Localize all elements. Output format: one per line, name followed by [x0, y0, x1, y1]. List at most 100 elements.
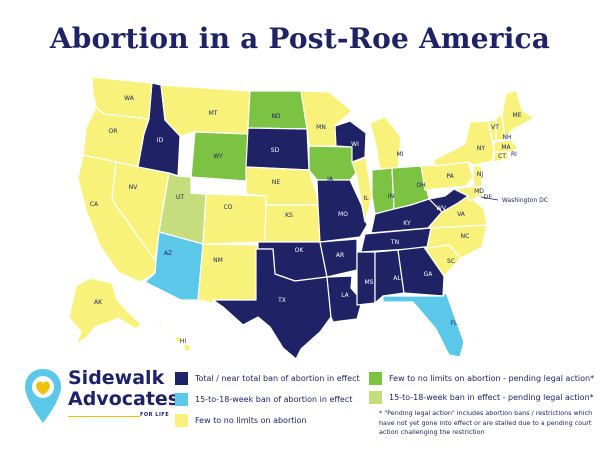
state-label-az: AZ [164, 250, 172, 257]
state-label-de: DE [484, 194, 493, 201]
state-ia [308, 145, 357, 181]
state-label-or: OR [109, 128, 118, 135]
state-label-nj: NJ [477, 171, 483, 178]
state-label-ky: KY [403, 220, 411, 227]
state-label-sd: SD [271, 147, 280, 154]
state-label-ks: KS [285, 212, 293, 219]
state-fl [382, 291, 465, 358]
state-label-mn: MN [316, 124, 326, 131]
state-ga [397, 246, 445, 297]
state-me [501, 89, 535, 140]
dc-leader-line [480, 196, 499, 201]
state-label-ne: NE [272, 179, 280, 186]
legend-item-few-limits-pending: Few to no limits on abortion - pending l… [369, 371, 594, 385]
labels-layer: WA OR CA NV ID MT WY UT AZ CO NM ND SD NE KS OK TX MN IA MO… [90, 95, 522, 345]
sidewalk-advocates-logo: Sidewalk Advocates FOR LIFE [22, 367, 179, 429]
state-label-mt: MT [209, 110, 218, 117]
state-label-hi: HI [180, 338, 187, 345]
states-layer [68, 76, 535, 360]
state-ri [502, 151, 509, 161]
legend-label-total-ban: Total / near total ban of abortion in ef… [195, 373, 360, 383]
legend-swatch-week-ban-pending [369, 390, 382, 404]
state-hi [157, 320, 192, 353]
logo-line2: Advocates [68, 388, 180, 410]
state-ma [493, 139, 519, 153]
state-label-ia: IA [327, 176, 334, 183]
state-label-oh: OH [416, 182, 425, 189]
state-label-mi: MI [397, 151, 404, 158]
state-label-nv: NV [129, 184, 138, 191]
legend-swatch-total-ban [175, 371, 188, 385]
legend-label-few-limits: Few to no limits on abortion [195, 415, 307, 425]
state-label-nc: NC [461, 233, 470, 240]
state-nm [197, 243, 259, 304]
state-label-ms: MS [365, 279, 374, 286]
state-label-md: MD [474, 188, 484, 195]
state-mo [316, 179, 368, 243]
state-label-fl: FL [451, 320, 458, 327]
legend-label-few-limits-pending: Few to no limits on abortion - pending l… [389, 373, 595, 383]
state-label-vt: VT [491, 124, 499, 131]
state-label-nm: NM [213, 257, 223, 264]
legend-item-total-ban: Total / near total ban of abortion in ef… [175, 371, 360, 385]
state-nd [247, 90, 308, 130]
footnote: * "Pending legal action" includes aborti… [379, 409, 593, 436]
state-co [202, 193, 267, 245]
legend-item-week-ban-pending: 15-to-18-week ban in effect - pending le… [369, 390, 594, 404]
logo-line1: Sidewalk [68, 367, 165, 389]
logo-rule [68, 416, 140, 417]
legend-item-few-limits: Few to no limits on abortion [175, 413, 307, 427]
state-la [326, 275, 363, 323]
state-label-ct: CT [498, 153, 506, 160]
state-label-pa: PA [446, 173, 454, 180]
state-label-il: IL [363, 195, 369, 202]
state-label-wv: WV [436, 205, 447, 212]
legend-swatch-few-limits [175, 413, 188, 427]
state-label-sc: SC [447, 258, 455, 265]
state-in [371, 167, 395, 215]
state-label-tn: TN [390, 239, 399, 246]
state-label-ny: NY [477, 145, 485, 152]
state-label-al: AL [393, 275, 401, 282]
logo-tagline: FOR LIFE [140, 412, 170, 418]
state-md [453, 185, 478, 202]
state-label-wa: WA [124, 95, 135, 102]
state-label-nd: ND [271, 113, 280, 120]
legend-label-week-ban-pending: 15-to-18-week ban in effect - pending le… [389, 392, 594, 402]
state-label-me: ME [513, 112, 522, 119]
legend-swatch-few-limits-pending [369, 371, 382, 385]
state-label-ri: RI [511, 151, 517, 158]
state-label-in: IN [388, 193, 394, 200]
dc-label: Washington DC [502, 197, 548, 204]
state-label-ca: CA [90, 201, 99, 208]
legend-swatch-week-ban [175, 392, 188, 406]
state-ny [433, 120, 495, 167]
state-label-id: ID [157, 137, 164, 144]
state-label-ak: AK [94, 299, 103, 306]
state-label-wy: WY [213, 153, 223, 160]
state-label-wi: WI [351, 141, 359, 148]
legend-item-week-ban: 15-to-18-week ban of abortion in effect [175, 392, 352, 406]
state-label-ga: GA [424, 271, 434, 278]
state-label-co: CO [224, 204, 233, 211]
state-ks [264, 204, 321, 243]
state-mt [160, 84, 251, 137]
state-label-ok: OK [295, 247, 305, 254]
state-label-ma: MA [501, 144, 511, 151]
state-label-va: VA [457, 211, 466, 218]
map-pin-heart-icon [25, 369, 61, 423]
state-al [374, 249, 405, 304]
state-label-la: LA [341, 292, 349, 299]
state-il [351, 157, 373, 223]
state-wi [334, 120, 367, 163]
state-label-tx: TX [277, 297, 286, 304]
state-tx [212, 248, 332, 360]
state-mi [369, 116, 402, 171]
state-label-nh: NH [503, 134, 512, 141]
state-label-ar: AR [336, 252, 344, 259]
state-label-mo: MO [338, 211, 348, 218]
page-title: Abortion in a Post-Roe America [49, 22, 551, 55]
state-ak [68, 277, 142, 345]
legend-label-week-ban: 15-to-18-week ban of abortion in effect [195, 394, 353, 404]
